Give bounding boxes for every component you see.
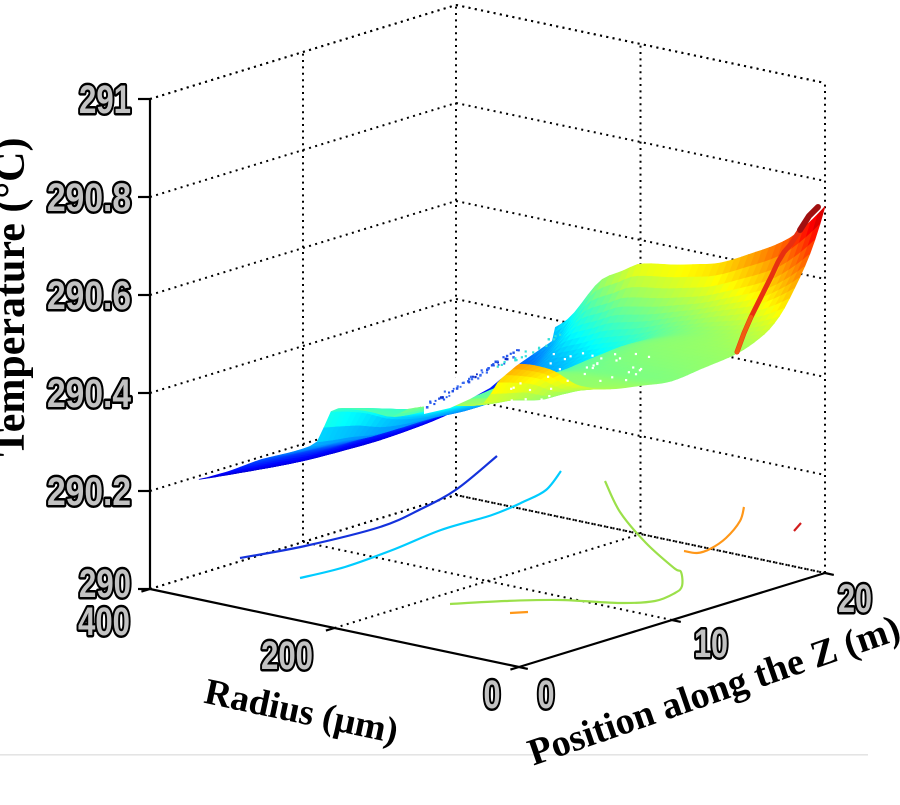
svg-text:290.6: 290.6 xyxy=(47,274,131,318)
svg-text:10: 10 xyxy=(694,622,728,666)
svg-text:400: 400 xyxy=(78,600,130,644)
svg-text:290.8: 290.8 xyxy=(47,176,131,220)
svg-text:290.4: 290.4 xyxy=(47,372,132,416)
svg-text:0: 0 xyxy=(538,673,555,717)
svg-text:20: 20 xyxy=(838,577,872,621)
svg-text:Temperature (°C): Temperature (°C) xyxy=(0,138,34,457)
svg-text:200: 200 xyxy=(261,634,313,678)
svg-text:290.2: 290.2 xyxy=(47,470,131,514)
svg-text:290: 290 xyxy=(79,562,131,606)
svg-text:291: 291 xyxy=(79,78,131,122)
svg-text:0: 0 xyxy=(484,673,501,717)
